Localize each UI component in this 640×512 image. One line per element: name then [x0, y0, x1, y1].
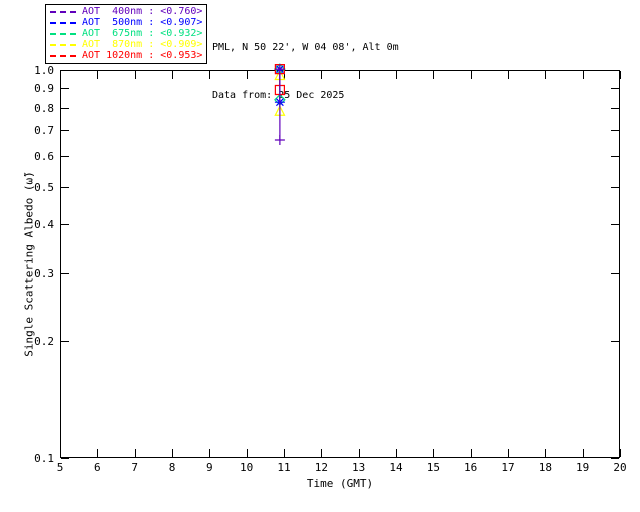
legend-entry-label: AOT 400nm : <0.760> [82, 6, 203, 18]
legend-line-sample-675nm [50, 32, 77, 35]
x-tick-label: 11 [277, 461, 291, 474]
x-tick-label: 13 [352, 461, 366, 474]
legend-line-sample-870nm [50, 43, 77, 46]
legend-box: AOT 400nm : <0.760> AOT 500nm : <0.907> … [45, 4, 208, 64]
legend-line-sample-500nm [50, 22, 77, 25]
y-tick-label: 0.4 [34, 218, 54, 232]
y-tick-label: 0.3 [34, 266, 54, 280]
legend-entry-label: AOT 1020nm : <0.953> [82, 49, 203, 61]
y-tick-label: 0.2 [34, 335, 54, 349]
y-tick-label: 0.8 [34, 101, 54, 115]
legend-entry-label: AOT 675nm : <0.932> [82, 27, 203, 39]
y-tick-label: 0.6 [34, 150, 54, 164]
x-tick-label: 5 [56, 461, 64, 474]
x-tick-label: 9 [206, 461, 213, 474]
y-tick-label: 0.5 [34, 180, 54, 194]
data-point-aot-400nm [274, 64, 285, 75]
x-tick-label: 8 [168, 461, 176, 474]
legend-entry: AOT 870nm : <0.909> [50, 39, 202, 50]
x-tick-label: 14 [389, 461, 403, 474]
x-tick-label: 19 [576, 461, 590, 474]
y-tick-label: 1.0 [34, 64, 54, 77]
y-axis-title: Single Scattering Albedo (ω̃) [22, 171, 36, 357]
legend-entry-label: AOT 500nm : <0.907> [82, 17, 203, 29]
x-tick-label: 20 [613, 461, 627, 474]
data-from-line: Data from: 25 Dec 2025 [212, 90, 345, 101]
legend-entry: AOT 400nm : <0.760> [50, 7, 202, 18]
x-tick-label: 16 [464, 461, 478, 474]
x-tick-label: 10 [240, 461, 254, 474]
data-point-aot-1020nm [274, 84, 285, 96]
x-tick-label: 15 [426, 461, 440, 474]
legend-entry: AOT 1020nm : <0.953> [50, 50, 202, 61]
legend-entry: AOT 500nm : <0.907> [50, 18, 202, 29]
x-tick-label: 12 [314, 461, 328, 474]
y-tick-label: 0.9 [34, 81, 54, 95]
data-point-aot-400nm [274, 135, 285, 146]
x-tick-label: 18 [538, 461, 552, 474]
plot-header: PML, N 50 22', W 04 08', Alt 0m Data fro… [212, 8, 399, 136]
legend-entry-label: AOT 870nm : <0.909> [82, 38, 203, 50]
x-axis-title: Time (GMT) [306, 477, 374, 490]
data-point-aot-1020nm [274, 64, 285, 75]
legend-entry: AOT 675nm : <0.932> [50, 27, 203, 40]
x-tick-label: 7 [131, 461, 138, 474]
y-tick-label: 0.1 [34, 452, 54, 465]
plot-frame [60, 70, 620, 458]
site-info-line: PML, N 50 22', W 04 08', Alt 0m [212, 42, 399, 53]
y-tick-label: 0.7 [34, 124, 54, 138]
plot-area [60, 63, 621, 459]
legend-line-sample-400nm [50, 11, 77, 14]
x-tick-label: 17 [501, 461, 515, 474]
legend-line-sample-1020nm [50, 54, 77, 57]
x-tick-label: 6 [94, 461, 101, 474]
